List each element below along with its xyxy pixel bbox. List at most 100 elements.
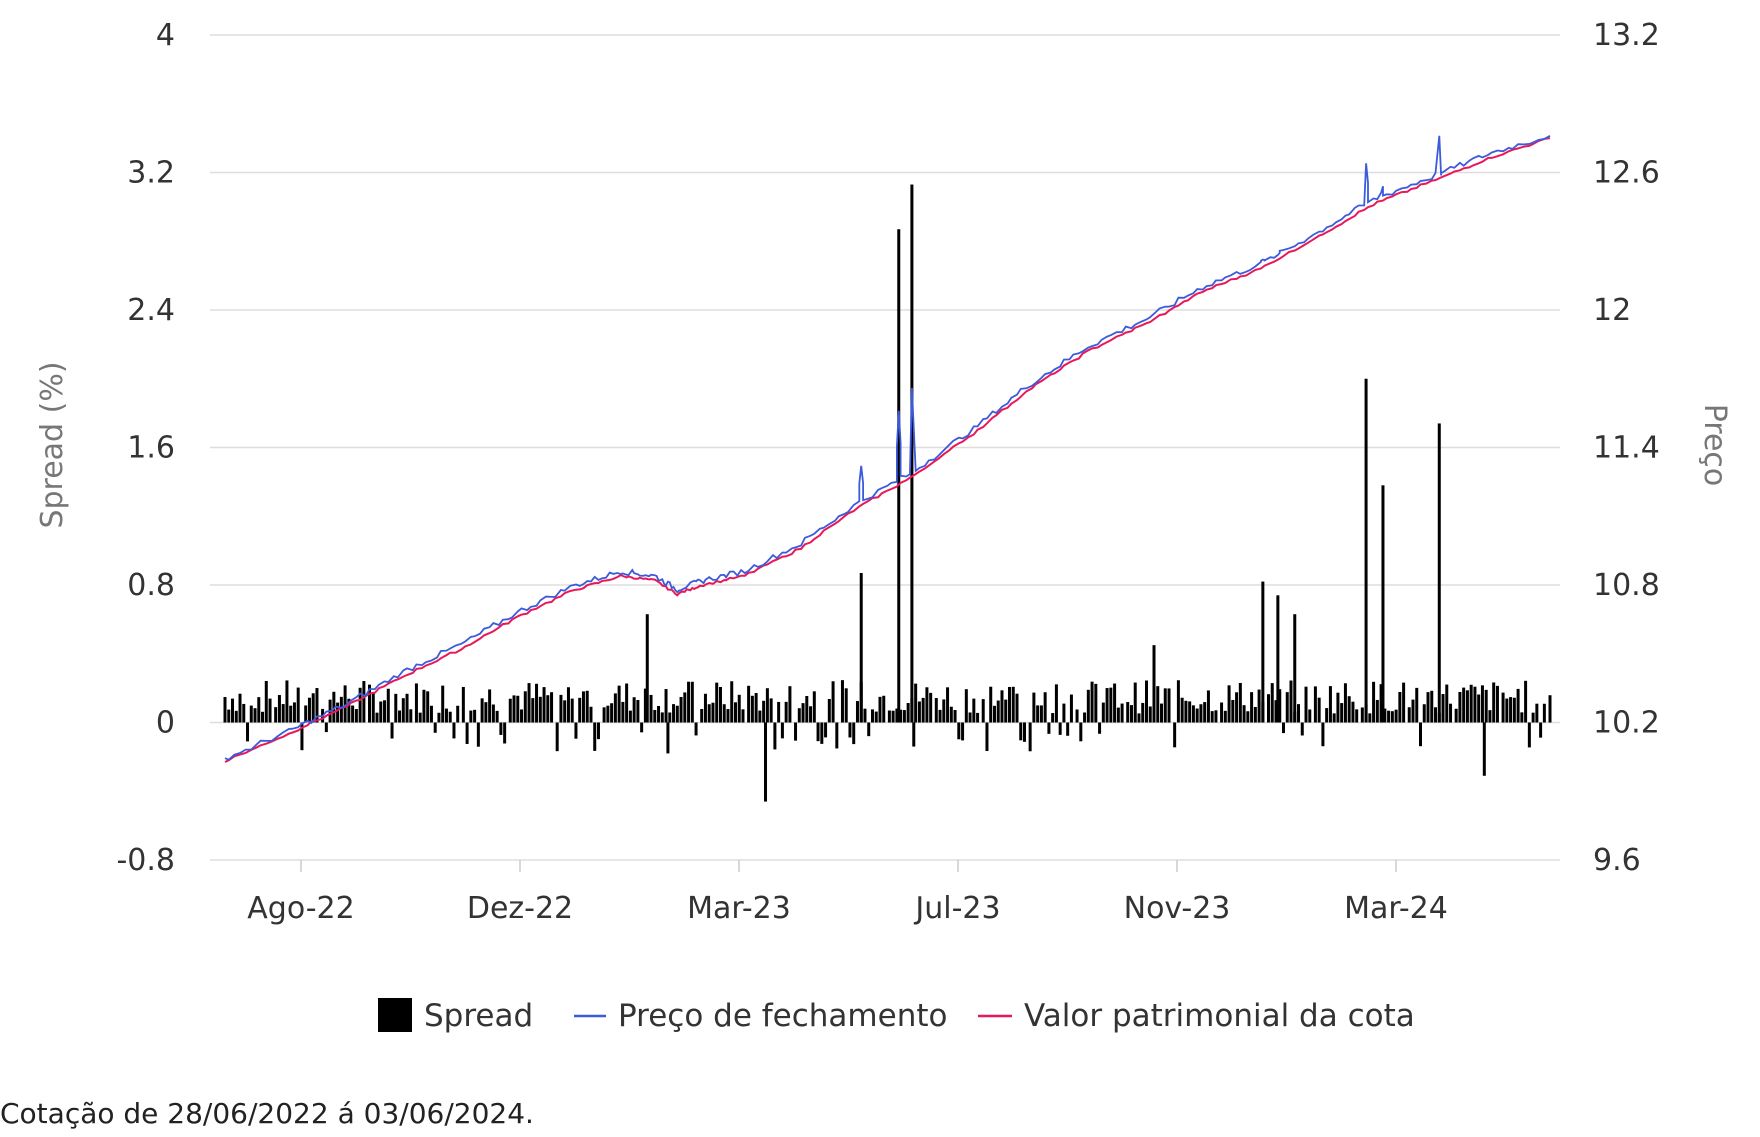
spread-bar [730, 681, 734, 723]
spread-bar [274, 707, 278, 723]
spread-bar [805, 695, 809, 723]
spread-spike [1364, 378, 1368, 723]
spread-bar [1156, 686, 1160, 723]
spread-bar [1019, 722, 1023, 741]
spread-bar [307, 697, 311, 723]
spread-bar [640, 722, 644, 733]
spread-bar [437, 712, 441, 723]
spread-bar [1133, 682, 1137, 723]
spread-bar [1007, 686, 1011, 723]
spread-bar [1387, 710, 1391, 723]
spread-bar [1160, 703, 1164, 723]
spread-bar [1250, 692, 1254, 723]
spread-bar [1163, 688, 1167, 723]
spread-bar [929, 692, 933, 723]
y-left-tick-label: 4 [156, 18, 175, 53]
spread-bar [1015, 693, 1019, 723]
spread-bar [347, 698, 351, 723]
spread-bar [718, 686, 722, 723]
spread-bar [1180, 697, 1184, 723]
spread-bar [679, 696, 683, 723]
spread-bar [1458, 691, 1462, 723]
spread-bar [1495, 685, 1499, 723]
spread-bar [602, 707, 606, 723]
spread-bar [469, 710, 473, 723]
spread-bar [550, 692, 554, 723]
spread-bar [300, 722, 304, 751]
spread-spike [897, 229, 901, 723]
spread-bar [249, 705, 253, 723]
spread-bar [405, 693, 409, 723]
spread-spike [910, 184, 914, 723]
spread-bar [1426, 692, 1430, 723]
spread-bar [379, 701, 383, 723]
spread-bar [1336, 692, 1340, 723]
x-tick-label: Dez-22 [467, 891, 573, 926]
spread-bar [242, 703, 246, 723]
spread-bar [1505, 698, 1509, 723]
spread-bar [542, 687, 546, 723]
spread-bar [1445, 684, 1449, 723]
spread-spike [1437, 423, 1441, 723]
spread-bar [390, 722, 394, 739]
spread-bar [694, 722, 698, 736]
spread-bar [1090, 681, 1094, 723]
spread-bar [1039, 705, 1043, 723]
spread-bar [632, 697, 636, 723]
spread-bar [1079, 722, 1083, 742]
spread-bar [1304, 686, 1308, 723]
spread-bar [1278, 689, 1282, 723]
spread-bar [925, 687, 929, 723]
spread-bar [996, 700, 1000, 723]
y-left-tick-label: 1.6 [127, 431, 175, 466]
spread-bar [891, 710, 895, 723]
spread-bar [741, 709, 745, 723]
spread-bar [296, 687, 300, 723]
y-right-tick-label: 10.2 [1593, 706, 1660, 741]
spread-bar [606, 705, 610, 723]
spread-bar [1246, 711, 1250, 723]
spread-bar [516, 695, 520, 723]
spread-bar [1332, 713, 1336, 723]
spread-bar [315, 688, 319, 723]
spread-bar [1126, 702, 1130, 723]
spread-bar [1000, 690, 1004, 723]
spread-bar [1480, 685, 1484, 723]
spread-bar [1043, 692, 1047, 723]
spread-bar [917, 701, 921, 723]
spread-bar [827, 698, 831, 723]
spread-bar [362, 681, 366, 723]
spread-bar [1317, 697, 1321, 723]
spread-bar [581, 691, 585, 723]
spread-bar [895, 708, 899, 723]
spread-bar [538, 696, 542, 723]
spread-bar [456, 705, 460, 723]
spread-bar [1266, 694, 1270, 723]
spread-bar [1411, 699, 1415, 723]
spread-bar [1120, 703, 1124, 723]
spread-bar [867, 722, 871, 737]
spread-spike [1381, 485, 1385, 723]
legend-label-spread: Spread [424, 998, 533, 1034]
spread-bar [664, 689, 668, 723]
spread-bar [777, 701, 781, 723]
spread-bar [711, 702, 715, 723]
spread-bar [737, 694, 741, 723]
spread-bar [844, 688, 848, 723]
spread-bar [687, 681, 691, 723]
spread-bar [1488, 710, 1492, 723]
x-tick-label: Mar-23 [687, 891, 791, 926]
spread-bar [1351, 701, 1355, 723]
spread-bar [1313, 686, 1317, 723]
y-left-tick-label: -0.8 [116, 843, 175, 878]
spread-bar [1231, 699, 1235, 723]
y-right-tick-label: 12 [1593, 293, 1631, 328]
spread-bars [223, 184, 1552, 802]
spread-bar [765, 688, 769, 723]
legend-swatch-spread [378, 998, 412, 1032]
spread-bar [949, 706, 953, 723]
spread-bar [1297, 704, 1301, 723]
spread-bar [852, 722, 856, 745]
spread-bar [555, 722, 559, 752]
spread-bar [1062, 703, 1066, 723]
